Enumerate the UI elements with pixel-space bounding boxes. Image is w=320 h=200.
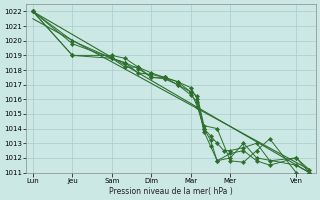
X-axis label: Pression niveau de la mer( hPa ): Pression niveau de la mer( hPa ) [109, 187, 233, 196]
